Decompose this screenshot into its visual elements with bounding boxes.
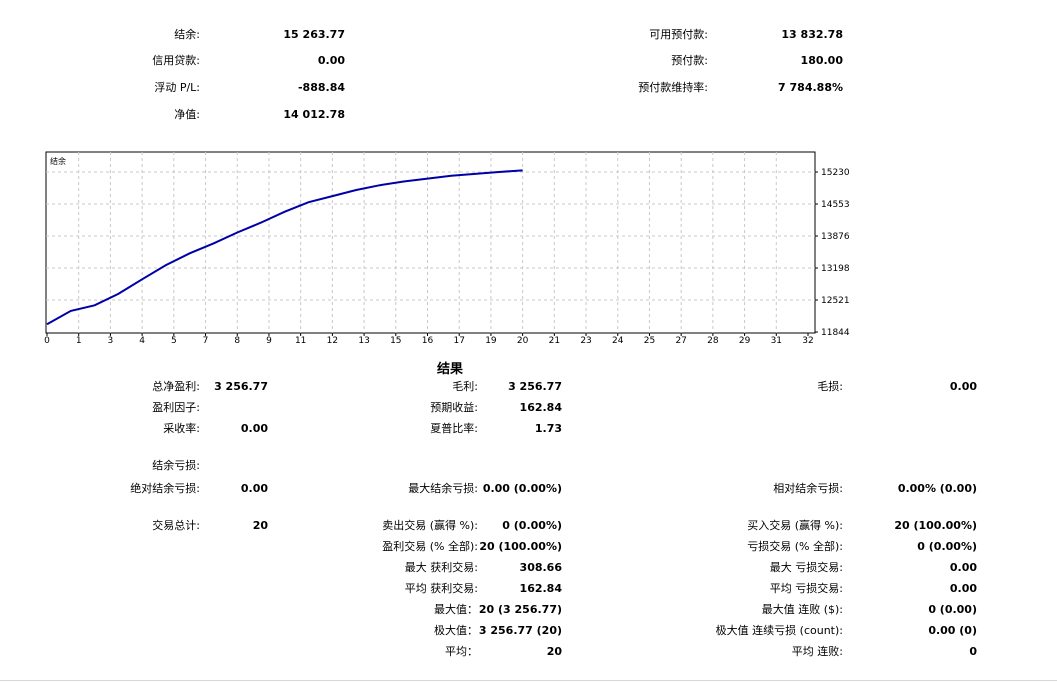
x-tick-label: 17 <box>453 336 464 346</box>
y-tick-label: 13198 <box>821 264 850 274</box>
summary-label: 预付款: <box>671 54 708 67</box>
result-label: 极大值： <box>434 624 478 637</box>
result-label: 平均 连败: <box>791 645 843 658</box>
x-tick-label: 11 <box>295 336 306 346</box>
y-tick-label: 11844 <box>821 328 850 338</box>
result-value: 0 (0.00) <box>928 603 977 616</box>
result-value: 3 256.77 <box>214 380 268 393</box>
chart-title: 结余 <box>50 156 66 166</box>
result-value: 0.00 <box>240 482 268 495</box>
x-tick-label: 32 <box>802 336 813 346</box>
x-tick-label: 1 <box>76 336 82 346</box>
result-label: 绝对结余亏损: <box>130 482 200 495</box>
result-value: 308.66 <box>519 561 562 574</box>
result-value: 0.00 <box>240 422 268 435</box>
result-label: 最大值 连败 ($): <box>761 603 843 616</box>
result-value: 0 (0.00%) <box>917 540 977 553</box>
summary-value: 7 784.88% <box>778 81 843 94</box>
result-value: 20 (100.00%) <box>894 519 977 532</box>
result-value: 0.00 <box>949 561 977 574</box>
summary-label: 信用贷款: <box>152 54 200 67</box>
result-label: 最大 获利交易: <box>404 561 478 574</box>
result-value: 1.73 <box>534 422 562 435</box>
x-tick-label: 25 <box>644 336 655 346</box>
x-tick-label: 8 <box>234 336 240 346</box>
result-value: 20 <box>546 645 562 658</box>
result-label: 平均 获利交易: <box>404 582 478 595</box>
result-label: 毛损: <box>817 380 843 393</box>
result-label: 最大值： <box>434 603 478 616</box>
result-value: 0.00 <box>949 380 977 393</box>
summary-label: 净值: <box>174 108 200 121</box>
summary-value: -888.84 <box>297 81 345 94</box>
y-tick-label: 12521 <box>821 296 850 306</box>
result-value: 3 256.77 (20) <box>478 624 562 637</box>
x-tick-label: 0 <box>44 336 50 346</box>
x-tick-label: 13 <box>358 336 369 346</box>
x-tick-label: 21 <box>549 336 560 346</box>
summary-value: 13 832.78 <box>781 28 843 41</box>
result-value: 20 <box>252 519 268 532</box>
result-value: 162.84 <box>519 401 562 414</box>
x-tick-label: 24 <box>612 336 624 346</box>
result-label: 盈利交易 (% 全部): <box>382 540 478 553</box>
divider <box>0 680 1057 681</box>
result-value: 0 <box>969 645 977 658</box>
result-label: 毛利: <box>452 380 478 393</box>
result-label: 预期收益: <box>430 401 478 414</box>
x-tick-label: 16 <box>422 336 434 346</box>
results-heading: 结果 <box>436 362 463 377</box>
summary-value: 0.00 <box>317 54 345 67</box>
result-label: 最大 亏损交易: <box>769 561 843 574</box>
x-tick-label: 9 <box>266 336 272 346</box>
x-tick-label: 5 <box>171 336 177 346</box>
result-value: 20 (100.00%) <box>479 540 562 553</box>
result-label: 平均： <box>445 645 478 658</box>
result-value: 0.00 (0) <box>928 624 977 637</box>
result-value: 0.00 (0.00%) <box>482 482 562 495</box>
x-tick-label: 19 <box>485 336 497 346</box>
y-tick-label: 14553 <box>821 200 850 210</box>
x-tick-label: 29 <box>739 336 751 346</box>
result-value: 20 (3 256.77) <box>478 603 562 616</box>
summary-value: 180.00 <box>800 54 843 67</box>
result-label: 最大结余亏损: <box>408 482 478 495</box>
x-tick-label: 20 <box>517 336 529 346</box>
result-label: 极大值 连续亏损 (count): <box>715 624 843 637</box>
result-label: 买入交易 (赢得 %): <box>747 519 843 532</box>
y-tick-label: 13876 <box>821 232 850 242</box>
x-tick-label: 27 <box>675 336 686 346</box>
result-label: 卖出交易 (赢得 %): <box>382 519 478 532</box>
result-value: 3 256.77 <box>508 380 562 393</box>
balance-chart: 0 1 3 4 5 7 8 9 11 12 13 15 16 17 19 20 21 23 24 25 27 28 29 31… <box>44 151 850 346</box>
result-label: 相对结余亏损: <box>773 482 843 495</box>
x-tick-label: 3 <box>108 336 114 346</box>
result-label: 结余亏损: <box>152 459 200 472</box>
x-tick-label: 4 <box>139 336 145 346</box>
result-value: 0.00 <box>949 582 977 595</box>
summary-label: 浮动 P/L: <box>154 81 200 94</box>
result-value: 162.84 <box>519 582 562 595</box>
summary-label: 结余: <box>174 28 200 41</box>
result-label: 交易总计: <box>152 519 200 532</box>
result-label: 亏损交易 (% 全部): <box>747 540 843 553</box>
result-label: 平均 亏损交易: <box>769 582 843 595</box>
x-tick-label: 28 <box>707 336 719 346</box>
result-label: 夏普比率: <box>430 422 478 435</box>
x-tick-label: 7 <box>203 336 209 346</box>
result-value: 0 (0.00%) <box>502 519 562 532</box>
result-value: 0.00% (0.00) <box>897 482 977 495</box>
x-tick-label: 23 <box>580 336 591 346</box>
summary-label: 可用预付款: <box>649 28 708 41</box>
result-label: 盈利因子: <box>152 401 200 414</box>
x-tick-label: 12 <box>327 336 338 346</box>
summary-value: 14 012.78 <box>283 108 345 121</box>
x-tick-label: 31 <box>771 336 782 346</box>
result-label: 总净盈利: <box>152 380 200 393</box>
x-tick-label: 15 <box>390 336 401 346</box>
y-tick-label: 15230 <box>821 168 850 178</box>
summary-label: 预付款维持率: <box>638 81 708 94</box>
result-label: 采收率: <box>163 422 200 435</box>
summary-value: 15 263.77 <box>283 28 345 41</box>
